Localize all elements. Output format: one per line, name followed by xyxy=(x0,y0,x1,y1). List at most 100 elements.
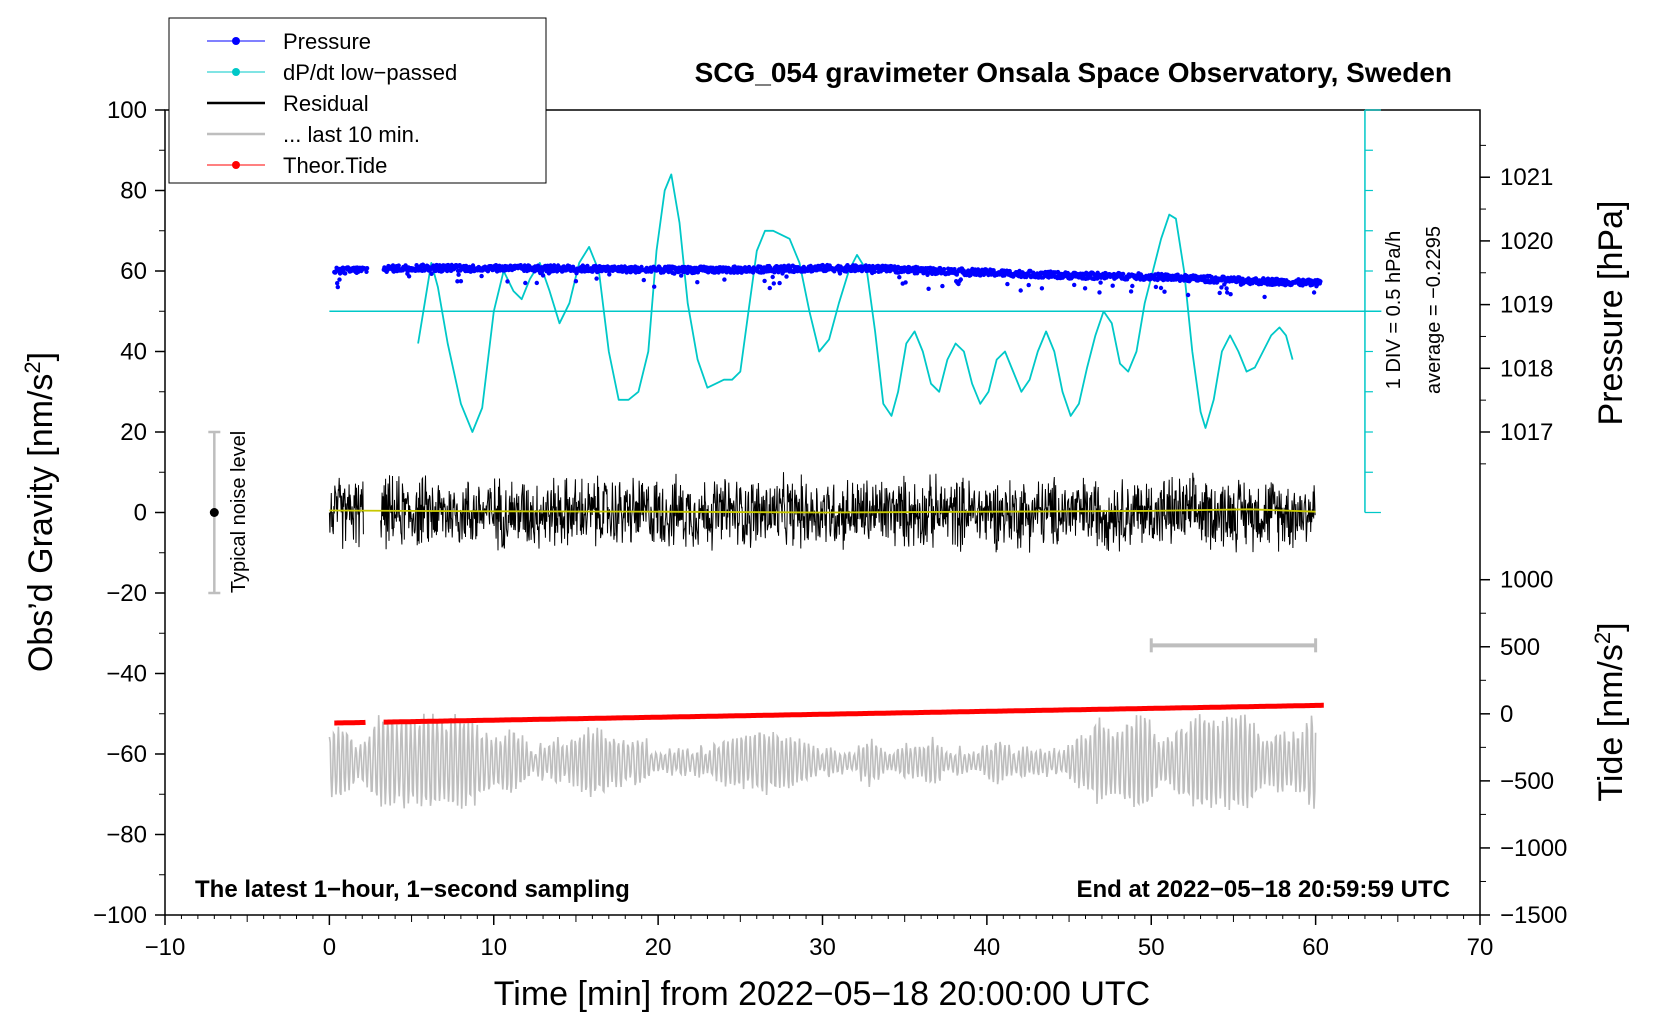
pressure-tick-label: 1018 xyxy=(1500,355,1553,382)
pressure-point xyxy=(762,278,767,284)
legend-marker xyxy=(232,161,240,169)
pressure-point xyxy=(940,283,945,289)
pressure-tick-label: 1019 xyxy=(1500,292,1553,319)
pressure-point xyxy=(1300,283,1305,288)
y-tick-label: −80 xyxy=(106,822,147,849)
pressure-point xyxy=(505,279,510,284)
pressure-point xyxy=(594,276,599,281)
pressure-point xyxy=(540,273,546,278)
y-axis-label-tide-main: Tide [nm/s xyxy=(1592,644,1630,801)
pressure-point xyxy=(573,279,579,284)
pressure-point xyxy=(1318,279,1323,284)
pressure-point xyxy=(1039,286,1045,291)
y-axis-label-left-sup: 2 xyxy=(20,361,45,373)
series-residual-smoothed xyxy=(329,508,1316,514)
pressure-point xyxy=(1098,280,1103,285)
tide-tick-label: 500 xyxy=(1500,634,1540,661)
noise-label: Typical noise level xyxy=(228,431,250,593)
pressure-point xyxy=(1224,286,1229,291)
legend: Pressure dP/dt low−passed Residual ... last… xyxy=(168,17,547,184)
pressure-tick-label: 1017 xyxy=(1500,419,1553,446)
y-tick-label: 20 xyxy=(120,419,147,446)
pressure-point xyxy=(1130,283,1135,289)
pressure-point xyxy=(479,273,484,279)
pressure-point xyxy=(523,280,528,286)
pressure-point xyxy=(364,266,370,271)
pressure-point xyxy=(1158,285,1164,291)
pressure-point xyxy=(337,277,342,282)
x-tick-label: 10 xyxy=(480,934,507,961)
dpdt-axis xyxy=(329,109,1382,514)
pressure-point xyxy=(722,277,727,282)
tide-tick-label: −1000 xyxy=(1500,835,1567,862)
y-tick-label: −20 xyxy=(106,580,147,607)
pressure-point xyxy=(926,286,931,291)
y-axis-label-pressure: Pressure [hPa] xyxy=(1592,201,1630,426)
pressure-point xyxy=(1219,285,1224,290)
tide-tick-label: 0 xyxy=(1500,701,1513,728)
pressure-point xyxy=(1005,281,1010,287)
pressure-point xyxy=(903,280,908,285)
y-tick-label: 80 xyxy=(120,178,147,205)
pressure-point xyxy=(770,274,775,280)
pressure-point xyxy=(837,271,843,276)
pressure-point xyxy=(396,263,401,268)
y-tick-label: 60 xyxy=(120,258,147,285)
pressure-point xyxy=(1120,271,1126,277)
pressure-tick-label: 1020 xyxy=(1500,228,1553,255)
y-axis-label-left-main: Obs’d Gravity [nm/s xyxy=(22,374,60,673)
x-tick-label: 0 xyxy=(323,934,336,961)
pressure-point xyxy=(335,281,340,286)
y-tick-label: −40 xyxy=(106,661,147,688)
pressure-point xyxy=(731,270,737,275)
pressure-point xyxy=(771,281,776,286)
pressure-point xyxy=(652,284,657,289)
pressure-point xyxy=(1110,283,1115,288)
noise-bar-dot xyxy=(209,508,219,517)
x-tick-label: 70 xyxy=(1467,934,1494,961)
pressure-tick-label: 1021 xyxy=(1500,164,1553,191)
pressure-point xyxy=(679,273,684,278)
annotation-bottom-left: The latest 1−hour, 1−second sampling xyxy=(195,876,630,903)
pressure-point xyxy=(1128,289,1134,294)
y-axis-label-left: Obs’d Gravity [nm/s2] xyxy=(20,352,60,672)
pressure-point xyxy=(1162,289,1167,294)
pressure-point xyxy=(574,271,579,276)
x-tick-label: 20 xyxy=(645,934,672,961)
y-axis-label-tide: Tide [nm/s2] xyxy=(1590,622,1630,801)
legend-label: dP/dt low−passed xyxy=(283,60,457,85)
noise-bar xyxy=(208,430,221,595)
pressure-point xyxy=(1097,290,1102,295)
series-theor-tide xyxy=(334,719,366,726)
pressure-point xyxy=(1228,292,1233,297)
pressure-point xyxy=(463,263,469,269)
series-last-10-min xyxy=(328,713,1317,811)
pressure-point xyxy=(570,264,576,269)
pressure-point xyxy=(493,263,499,268)
pressure-point xyxy=(456,272,461,277)
pressure-point xyxy=(534,280,539,286)
y-tick-label: −100 xyxy=(93,902,147,929)
pressure-point xyxy=(1153,284,1159,290)
pressure-point xyxy=(897,275,902,280)
x-tick-label: 50 xyxy=(1138,934,1165,961)
pressure-point xyxy=(364,269,369,274)
pressure-point xyxy=(1026,282,1031,288)
legend-label: Theor.Tide xyxy=(283,153,387,178)
x-axis-label: Time [min] from 2022−05−18 20:00:00 UTC xyxy=(494,975,1150,1013)
pressure-point xyxy=(958,277,963,282)
gravity-axis: −100 −80 −60 −40 −20 0 20 40 60 80 100 xyxy=(93,97,165,929)
pressure-point xyxy=(1018,288,1023,293)
x-tick-label: 30 xyxy=(809,934,836,961)
pressure-point xyxy=(695,280,700,285)
pressure-point xyxy=(844,269,849,274)
legend-marker xyxy=(232,37,240,45)
series-residual xyxy=(328,472,1316,553)
tide-tick-label: −1500 xyxy=(1500,902,1567,929)
pressure-point xyxy=(1185,292,1191,298)
annotation-bottom-right: End at 2022−05−18 20:59:59 UTC xyxy=(1076,876,1450,903)
chart-title: SCG_054 gravimeter Onsala Space Observat… xyxy=(695,57,1452,88)
pressure-point xyxy=(784,274,789,279)
pressure-point xyxy=(641,277,646,283)
